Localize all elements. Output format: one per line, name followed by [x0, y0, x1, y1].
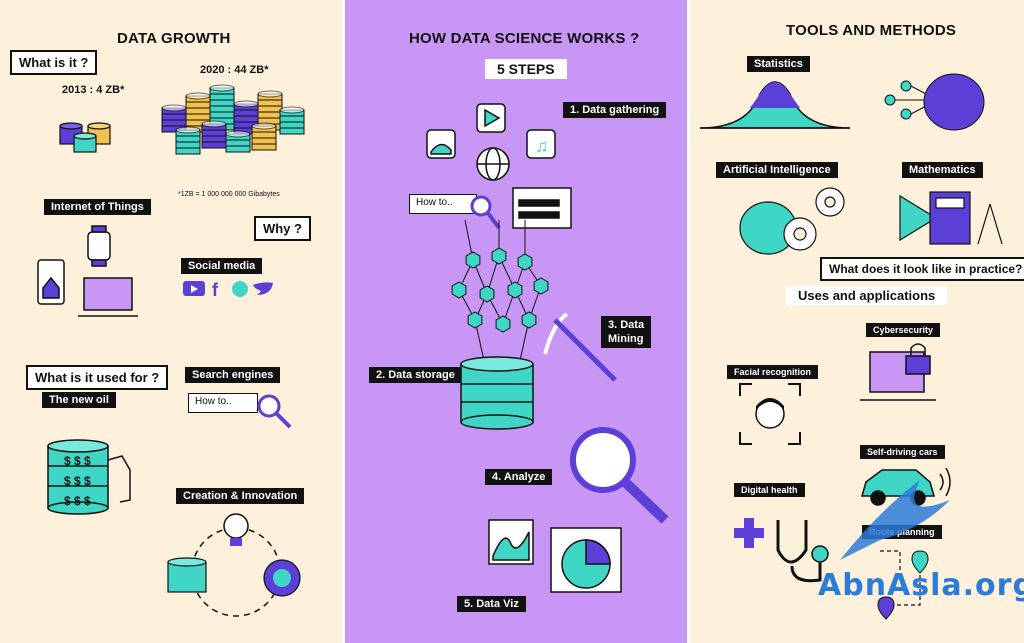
coin-stack — [175, 126, 201, 155]
stethoscope-icon — [734, 518, 829, 583]
coin-stack — [251, 122, 277, 151]
search-engines-tag: Search engines — [185, 367, 281, 383]
large-coin-stacks-icon — [161, 84, 305, 155]
digital-health-tag: Digital health — [734, 483, 805, 497]
practice-bubble: What does it look like in practice? — [820, 257, 1024, 281]
ai-brain-gears-icon — [739, 187, 845, 255]
step1-tag: 1. Data gathering — [563, 102, 667, 118]
hex-node — [495, 315, 511, 333]
data-growth-title: DATA GROWTH — [117, 30, 231, 47]
coin-stack — [161, 104, 187, 133]
cybersecurity-laptop-icon — [860, 343, 936, 401]
hex-node — [465, 251, 481, 269]
what-used-for-bubble: What is it used for ? — [26, 365, 169, 390]
hex-node — [521, 311, 537, 329]
hex-node — [517, 253, 533, 271]
coin-stack — [209, 84, 235, 131]
face-scan-icon — [739, 383, 801, 445]
step5-tag: 5. Data Viz — [457, 596, 526, 612]
coin-stack — [279, 106, 305, 135]
database-icon — [460, 356, 534, 430]
iot-devices-icon — [37, 225, 138, 317]
iot-tag: Internet of Things — [44, 199, 151, 215]
mathematics-tag: Mathematics — [902, 162, 983, 178]
what-is-it-bubble: What is it ? — [10, 50, 98, 75]
watermark-bird-logo — [840, 480, 950, 560]
hex-node — [491, 247, 507, 265]
dollar-row-1: $ $ $ — [64, 454, 91, 468]
search-magnifier-icon — [470, 195, 501, 230]
statistics-tag: Statistics — [747, 56, 810, 72]
data-viz-charts-icon — [488, 519, 622, 593]
tools-title: TOOLS AND METHODS — [786, 22, 957, 39]
label-2013: 2013 : 4 ZB* — [62, 84, 125, 96]
step3-tag: 3. Data Mining — [601, 316, 652, 348]
uses-label: Uses and applications — [786, 286, 948, 305]
analyze-magnifier-icon — [570, 427, 669, 524]
hex-node — [507, 281, 523, 299]
facial-recognition-tag: Facial recognition — [727, 365, 819, 379]
dollar-row-2: $ $ $ — [64, 474, 91, 488]
dollar-row-3: $ $ $ — [64, 494, 91, 508]
five-steps-label: 5 STEPS — [485, 59, 567, 79]
magnifier-icon — [257, 394, 292, 429]
ai-tag: Artificial Intelligence — [716, 162, 838, 178]
oil-database-icon — [47, 439, 131, 515]
data-growth-panel: DATA GROWTH What is it ? 2013 : 4 ZB* 20… — [0, 0, 342, 643]
hexagon-network-icon — [451, 219, 549, 366]
bell-curve-icon — [699, 81, 851, 129]
hex-node — [467, 311, 483, 329]
search-engine-input: How to.. — [188, 393, 258, 413]
innovation-cycle-icon — [167, 513, 301, 617]
pickaxe-icon — [543, 312, 617, 382]
svg-text:f: f — [212, 280, 219, 300]
coin-stack — [225, 130, 251, 153]
label-2020: 2020 : 44 ZB* — [200, 64, 269, 76]
math-tools-icon — [899, 191, 1003, 245]
step2-tag: 2. Data storage — [369, 367, 462, 383]
creation-tag: Creation & Innovation — [176, 488, 305, 504]
hex-node — [533, 277, 549, 295]
self-driving-tag: Self-driving cars — [860, 445, 945, 459]
how-it-works-title: HOW DATA SCIENCE WORKS ? — [409, 30, 640, 47]
coin-stack — [201, 120, 227, 149]
social-media-tag: Social media — [181, 258, 263, 274]
svg-text:♫: ♫ — [535, 136, 549, 156]
small-coin-stacks-icon — [59, 122, 111, 153]
cybersecurity-tag: Cybersecurity — [866, 323, 941, 337]
how-data-science-works-panel: HOW DATA SCIENCE WORKS ? 5 STEPS 1. Data… — [342, 0, 690, 643]
route-pins-icon — [877, 550, 929, 620]
why-bubble: Why ? — [254, 216, 311, 241]
data-gathering-icons: ♫ — [426, 103, 572, 229]
car-icon — [861, 467, 951, 506]
hex-node — [479, 285, 495, 303]
footnote: *1ZB = 1 000 000 000 Gibabytes — [178, 191, 280, 198]
new-oil-tag: The new oil — [42, 392, 116, 408]
search-input: How to.. — [409, 194, 477, 214]
neural-brain-icon — [884, 73, 985, 131]
tools-and-methods-panel: TOOLS AND METHODS Statistics Artificial … — [690, 0, 1024, 643]
watermark-text: AbnAsla.org — [818, 568, 1024, 603]
hex-node — [451, 281, 467, 299]
social-media-icons: f — [183, 280, 273, 300]
step4-tag: 4. Analyze — [485, 469, 553, 485]
